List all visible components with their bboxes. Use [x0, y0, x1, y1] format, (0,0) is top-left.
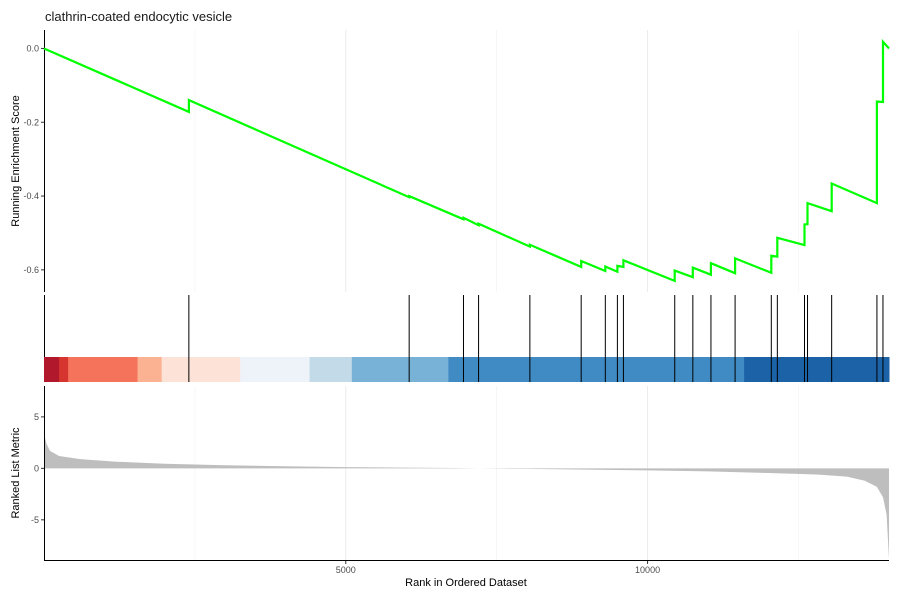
running-score-line	[43, 38, 890, 283]
chart-title: clathrin-coated endocytic vesicle	[45, 9, 233, 24]
running-score-y-ticks: 0.0 -0.2 -0.4 -0.6	[23, 43, 44, 275]
panel-gene-hits	[44, 295, 890, 382]
panel-ranked-metric: 5 0 -5 5000 10000 Ranked List Metric Rank i…	[10, 386, 889, 589]
ranked-metric-y-axis-title: Ranked List Metric	[10, 427, 22, 519]
color-bar-segment	[309, 357, 353, 382]
color-bar-segment	[744, 357, 890, 382]
color-bar-segment	[44, 357, 60, 382]
x-axis-ticks: 5000 10000	[336, 561, 660, 575]
ranked-metric-grid	[194, 386, 799, 561]
color-bar-segment	[161, 357, 241, 382]
running-score-grid	[194, 30, 799, 292]
color-bar-segment	[137, 357, 163, 382]
y-tick-label: -0.2	[23, 117, 39, 127]
gene-hit-marks	[188, 295, 884, 382]
ranked-metric-y-ticks: 5 0 -5	[31, 412, 44, 525]
y-tick-label: 0	[34, 463, 39, 473]
color-bar-segment	[448, 357, 745, 382]
ranking-color-bar	[44, 357, 890, 382]
color-bar-segment	[240, 357, 311, 382]
color-bar-segment	[68, 357, 139, 382]
x-axis-title: Rank in Ordered Dataset	[405, 577, 527, 589]
y-tick-label: 5	[34, 412, 39, 422]
y-tick-label: -5	[31, 515, 39, 525]
y-tick-label: -0.4	[23, 191, 39, 201]
x-tick-label: 5000	[336, 565, 356, 575]
x-tick-label: 10000	[635, 565, 660, 575]
color-bar-segment	[351, 357, 449, 382]
running-score-y-axis-title: Running Enrichment Score	[10, 95, 22, 226]
color-bar-segment	[59, 357, 69, 382]
y-tick-label: -0.6	[23, 265, 39, 275]
panel-running-score: 0.0 -0.2 -0.4 -0.6 Running Enrichment Score	[10, 30, 890, 292]
ranked-metric-area	[44, 433, 889, 559]
y-tick-label: 0.0	[26, 43, 39, 53]
